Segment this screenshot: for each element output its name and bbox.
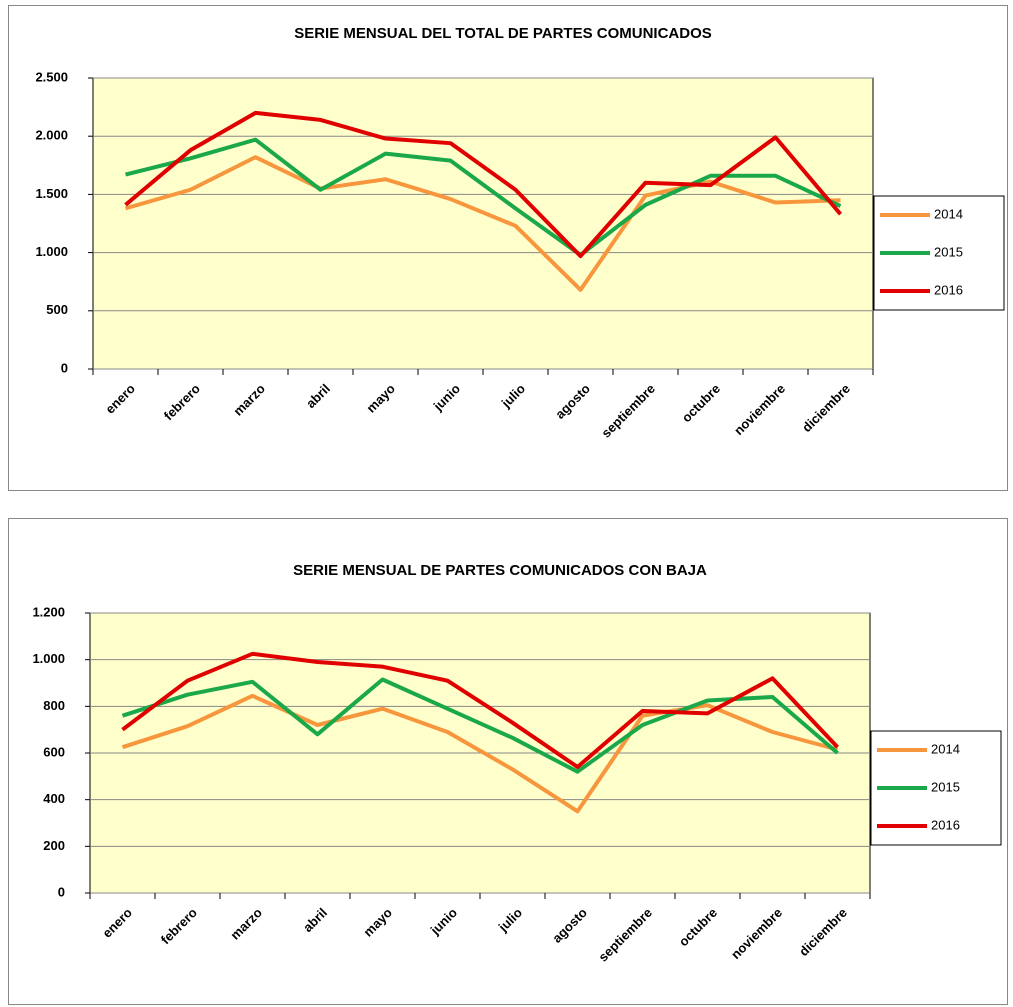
y-tick-label: 2.500 (35, 69, 68, 84)
y-tick-label: 1.000 (32, 651, 65, 666)
y-tick-label: 600 (43, 744, 65, 759)
chart-title: SERIE MENSUAL DE PARTES COMUNICADOS CON … (293, 562, 707, 579)
y-tick-label: 0 (61, 360, 68, 375)
y-tick-label: 800 (43, 698, 65, 713)
line-series (124, 155, 841, 292)
line-series (124, 110, 843, 259)
y-tick-label: 500 (46, 302, 68, 317)
y-tick-label: 0 (58, 884, 65, 899)
legend-label: 2016 (931, 817, 960, 832)
y-tick-label: 1.500 (35, 186, 68, 201)
chart-title: SERIE MENSUAL DEL TOTAL DE PARTES COMUNI… (294, 25, 712, 42)
y-tick-label: 1.000 (35, 244, 68, 259)
line-series (121, 677, 839, 774)
y-tick-label: 2.000 (35, 128, 68, 143)
line-series (121, 651, 839, 769)
legend-label: 2014 (931, 741, 960, 756)
y-tick-label: 400 (43, 791, 65, 806)
y-tick-label: 200 (43, 838, 65, 853)
plot-area (92, 77, 874, 370)
legend-label: 2015 (934, 244, 963, 259)
legend-label: 2015 (931, 779, 960, 794)
legend-label: 2016 (934, 282, 963, 297)
legend-label: 2014 (934, 206, 963, 221)
y-tick-label: 1.200 (32, 604, 65, 619)
